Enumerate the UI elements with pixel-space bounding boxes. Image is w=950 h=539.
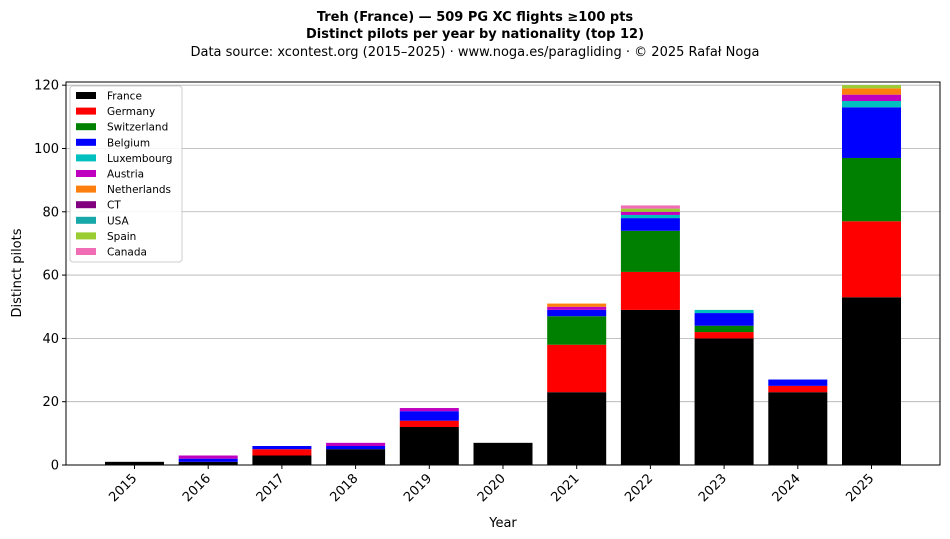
bar-segment <box>399 411 459 421</box>
y-tick-label: 0 <box>51 459 59 474</box>
legend-label: Germany <box>107 106 155 118</box>
x-tick-label: 2024 <box>770 471 804 505</box>
bar-segment <box>620 218 680 231</box>
chart-title-line2: Distinct pilots per year by nationality … <box>306 27 644 42</box>
bar-segment <box>252 446 312 450</box>
grid-lines <box>66 84 940 403</box>
bar-segment <box>842 297 901 465</box>
legend: France Germany Switzerland Belgium Luxembour… <box>69 85 183 263</box>
bar-segment <box>694 332 754 339</box>
bar-segment <box>178 458 238 462</box>
legend-swatch <box>76 170 96 177</box>
bar-segment <box>842 85 901 89</box>
bar-segment <box>842 157 901 222</box>
legend-frame <box>69 85 183 263</box>
legend-swatch <box>76 107 96 115</box>
y-tick-label: 40 <box>42 332 59 347</box>
bar-segment <box>547 392 607 465</box>
bar-segment <box>620 214 680 219</box>
bars <box>105 85 901 465</box>
legend-label: Austria <box>107 169 144 181</box>
bar-segment <box>105 461 164 465</box>
y-axis-ticks: 0 20 40 60 80 100 120 <box>34 79 66 474</box>
legend-label: Canada <box>107 247 147 259</box>
y-axis-label: Distinct pilots <box>10 228 25 317</box>
legend-swatch <box>76 154 96 162</box>
legend-label: Netherlands <box>107 184 171 196</box>
legend-swatch <box>76 92 96 99</box>
bar-segment <box>620 205 680 209</box>
x-tick-label: 2016 <box>180 471 214 505</box>
x-axis-ticks: 2015 2016 2017 2018 2019 2020 2021 2022 2023 2024… <box>106 465 877 505</box>
legend-swatch <box>76 123 96 131</box>
bar-segment <box>178 461 238 465</box>
bar-segment <box>842 94 901 101</box>
legend-swatch <box>76 216 96 224</box>
chart-title-line1: Treh (France) — 509 PG XC flights ≥100 p… <box>317 10 634 25</box>
bar-segment <box>620 230 680 272</box>
legend-swatch <box>76 138 96 146</box>
y-tick-label: 20 <box>42 395 59 410</box>
bar-segment <box>694 325 754 333</box>
bar-segment <box>842 100 901 108</box>
legend-label: Switzerland <box>107 122 168 134</box>
x-tick-label: 2020 <box>475 471 509 505</box>
x-tick-label: 2022 <box>622 471 656 505</box>
legend-label: CT <box>107 200 121 212</box>
bar-segment <box>326 442 386 447</box>
bar-segment <box>842 221 901 298</box>
bar-segment <box>547 306 607 310</box>
bar-segment <box>547 309 607 317</box>
legend-label: France <box>107 91 142 103</box>
legend-label: USA <box>107 215 130 227</box>
bar-segment <box>326 449 386 465</box>
legend-label: Spain <box>107 231 136 243</box>
legend-label: Belgium <box>107 137 150 149</box>
bar-segment <box>620 271 680 310</box>
x-tick-label: 2025 <box>843 471 877 505</box>
x-tick-label: 2015 <box>106 471 140 505</box>
bar-segment <box>842 107 901 158</box>
bar-segment <box>547 344 607 393</box>
bar-segment <box>326 446 386 450</box>
bar-segment <box>399 408 459 412</box>
bar-segment <box>620 211 680 215</box>
x-tick-label: 2017 <box>254 471 288 505</box>
bar-segment <box>768 379 828 386</box>
legend-swatch <box>76 201 96 209</box>
bar-segment <box>768 392 828 465</box>
x-tick-label: 2021 <box>549 471 583 505</box>
bar-segment <box>694 309 754 314</box>
x-tick-label: 2019 <box>401 471 435 505</box>
x-tick-label: 2023 <box>696 471 730 505</box>
bar-segment <box>694 338 754 465</box>
legend-swatch <box>76 185 96 193</box>
bar-segment <box>252 449 312 456</box>
legend-label: Luxembourg <box>107 153 172 165</box>
bar-segment <box>547 303 607 307</box>
bar-segment <box>399 420 459 428</box>
bar-segment <box>768 385 828 393</box>
legend-swatch <box>76 248 96 255</box>
y-tick-label: 60 <box>42 269 59 284</box>
x-axis-label: Year <box>488 516 517 531</box>
bar-segment <box>620 309 680 465</box>
plot-frame <box>65 81 941 466</box>
x-tick-label: 2018 <box>327 471 361 505</box>
bar-segment <box>178 455 238 459</box>
chart-subtitle: Data source: xcontest.org (2015–2025) · … <box>190 45 759 60</box>
bar-segment <box>547 316 607 345</box>
bar-segment <box>252 455 312 465</box>
bar-segment <box>620 208 680 212</box>
bar-segment <box>694 313 754 326</box>
legend-swatch <box>76 232 96 240</box>
y-tick-label: 120 <box>34 79 59 94</box>
y-tick-label: 80 <box>42 205 59 220</box>
bar-segment <box>399 427 459 465</box>
y-tick-label: 100 <box>34 142 59 157</box>
bar-segment <box>842 88 901 95</box>
bar-segment <box>473 442 533 465</box>
